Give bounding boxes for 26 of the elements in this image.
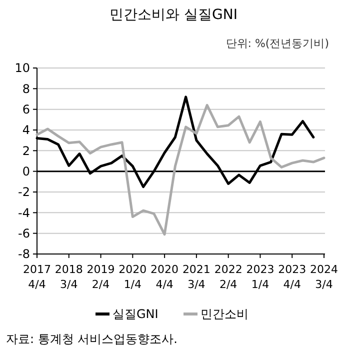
x-tick-label: 2017 4/4 (23, 263, 51, 291)
chart-subtitle: 단위: %(전년동기비) (226, 37, 329, 50)
x-tick-label: 2021 3/4 (182, 263, 210, 291)
x-tick-label: 2024 3/4 (310, 263, 338, 291)
y-tick-label: 10 (14, 61, 30, 76)
x-tick-label: 2022 2/4 (214, 263, 242, 291)
x-tick-label: 2019 2/4 (86, 263, 115, 291)
x-tick-label: 2023 4/4 (278, 263, 306, 291)
y-tick-label: 6 (22, 102, 30, 117)
legend-label: 민간소비 (200, 307, 248, 322)
y-tick-label: -6 (18, 226, 30, 241)
y-tick-label: -2 (18, 185, 30, 200)
legend-label: 실질GNI (112, 307, 158, 322)
y-tick-label: 8 (22, 82, 30, 96)
x-tick-label: 2020 4/4 (150, 263, 179, 291)
y-tick-label: 2 (22, 144, 30, 158)
y-tick-label: 4 (22, 123, 30, 138)
x-tick-label: 2018 3/4 (54, 263, 83, 291)
text: 자료: 통계청 서비스업동향조사. (6, 332, 178, 346)
line-series (36, 104, 326, 236)
chart-title: 민간소비와 실질GNI (110, 7, 238, 23)
y-tick-label: -4 (18, 206, 30, 220)
x-tick-label: 2023 1/4 (246, 263, 274, 291)
y-tick-label: 0 (22, 164, 30, 179)
x-tick-label: 2020 1/4 (118, 263, 147, 291)
y-tick-label: -8 (18, 247, 30, 262)
